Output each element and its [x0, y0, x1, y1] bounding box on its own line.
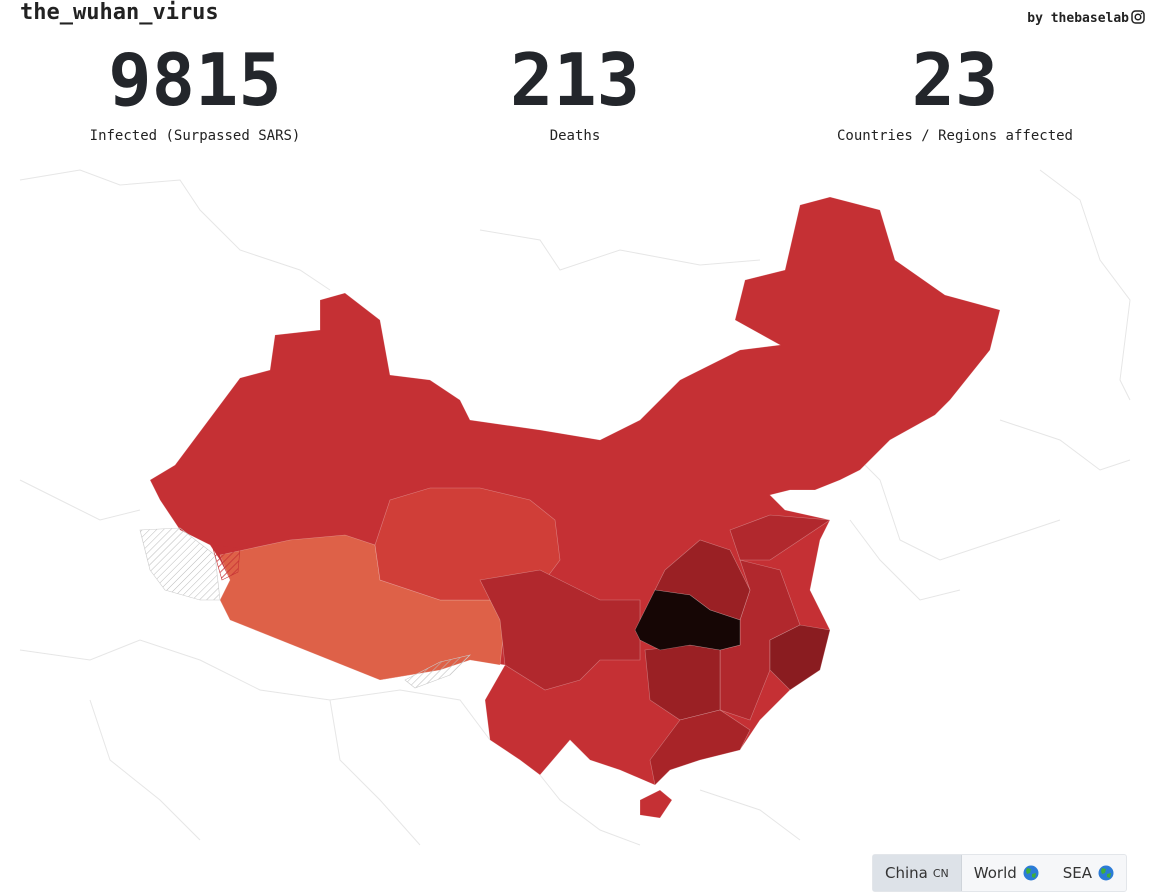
disputed-area: [404, 654, 471, 689]
province-east[interactable]: [719, 559, 801, 721]
province-tibet[interactable]: [219, 534, 506, 681]
map[interactable]: [0, 160, 1169, 850]
tab-badge: CN: [932, 866, 949, 880]
province-qinghai[interactable]: [374, 487, 561, 601]
stat-label: Countries / Regions affected: [836, 128, 1073, 144]
instagram-icon[interactable]: [1131, 10, 1145, 24]
stat-value: 9815: [108, 38, 282, 122]
china-provinces: [149, 196, 1001, 819]
stat-value: 213: [509, 38, 641, 122]
tab-label: World: [973, 864, 1017, 882]
province-sichuan[interactable]: [479, 569, 641, 691]
byline: by thebaselab: [1027, 11, 1129, 26]
disputed-area: [139, 527, 221, 601]
tab-world[interactable]: World: [962, 855, 1051, 891]
tab-sea[interactable]: SEA: [1051, 855, 1126, 891]
stat-countries: 23 Countries / Regions affected: [765, 40, 1145, 144]
app-title: the_wuhan_virus: [20, 0, 219, 25]
tab-label: China: [885, 864, 928, 882]
province-hainan[interactable]: [639, 789, 673, 819]
disputed-area: [211, 544, 241, 581]
province-zhejiang[interactable]: [769, 624, 831, 691]
tab-label: SEA: [1062, 864, 1093, 882]
stat-infected: 9815 Infected (Surpassed SARS): [5, 40, 385, 144]
stat-label: Infected (Surpassed SARS): [89, 128, 301, 144]
province-region[interactable]: [149, 196, 1001, 786]
globe-icon: [1023, 865, 1039, 881]
stat-label: Deaths: [549, 128, 601, 144]
province-guangdong[interactable]: [649, 709, 751, 786]
neighbor-borders: [19, 169, 1131, 846]
region-tabs: China CN World SEA: [872, 854, 1128, 892]
tab-china[interactable]: China CN: [873, 855, 962, 891]
globe-icon: [1098, 865, 1114, 881]
province-hubei[interactable]: [634, 589, 741, 651]
stat-deaths: 213 Deaths: [385, 40, 765, 144]
stat-value: 23: [911, 38, 999, 122]
